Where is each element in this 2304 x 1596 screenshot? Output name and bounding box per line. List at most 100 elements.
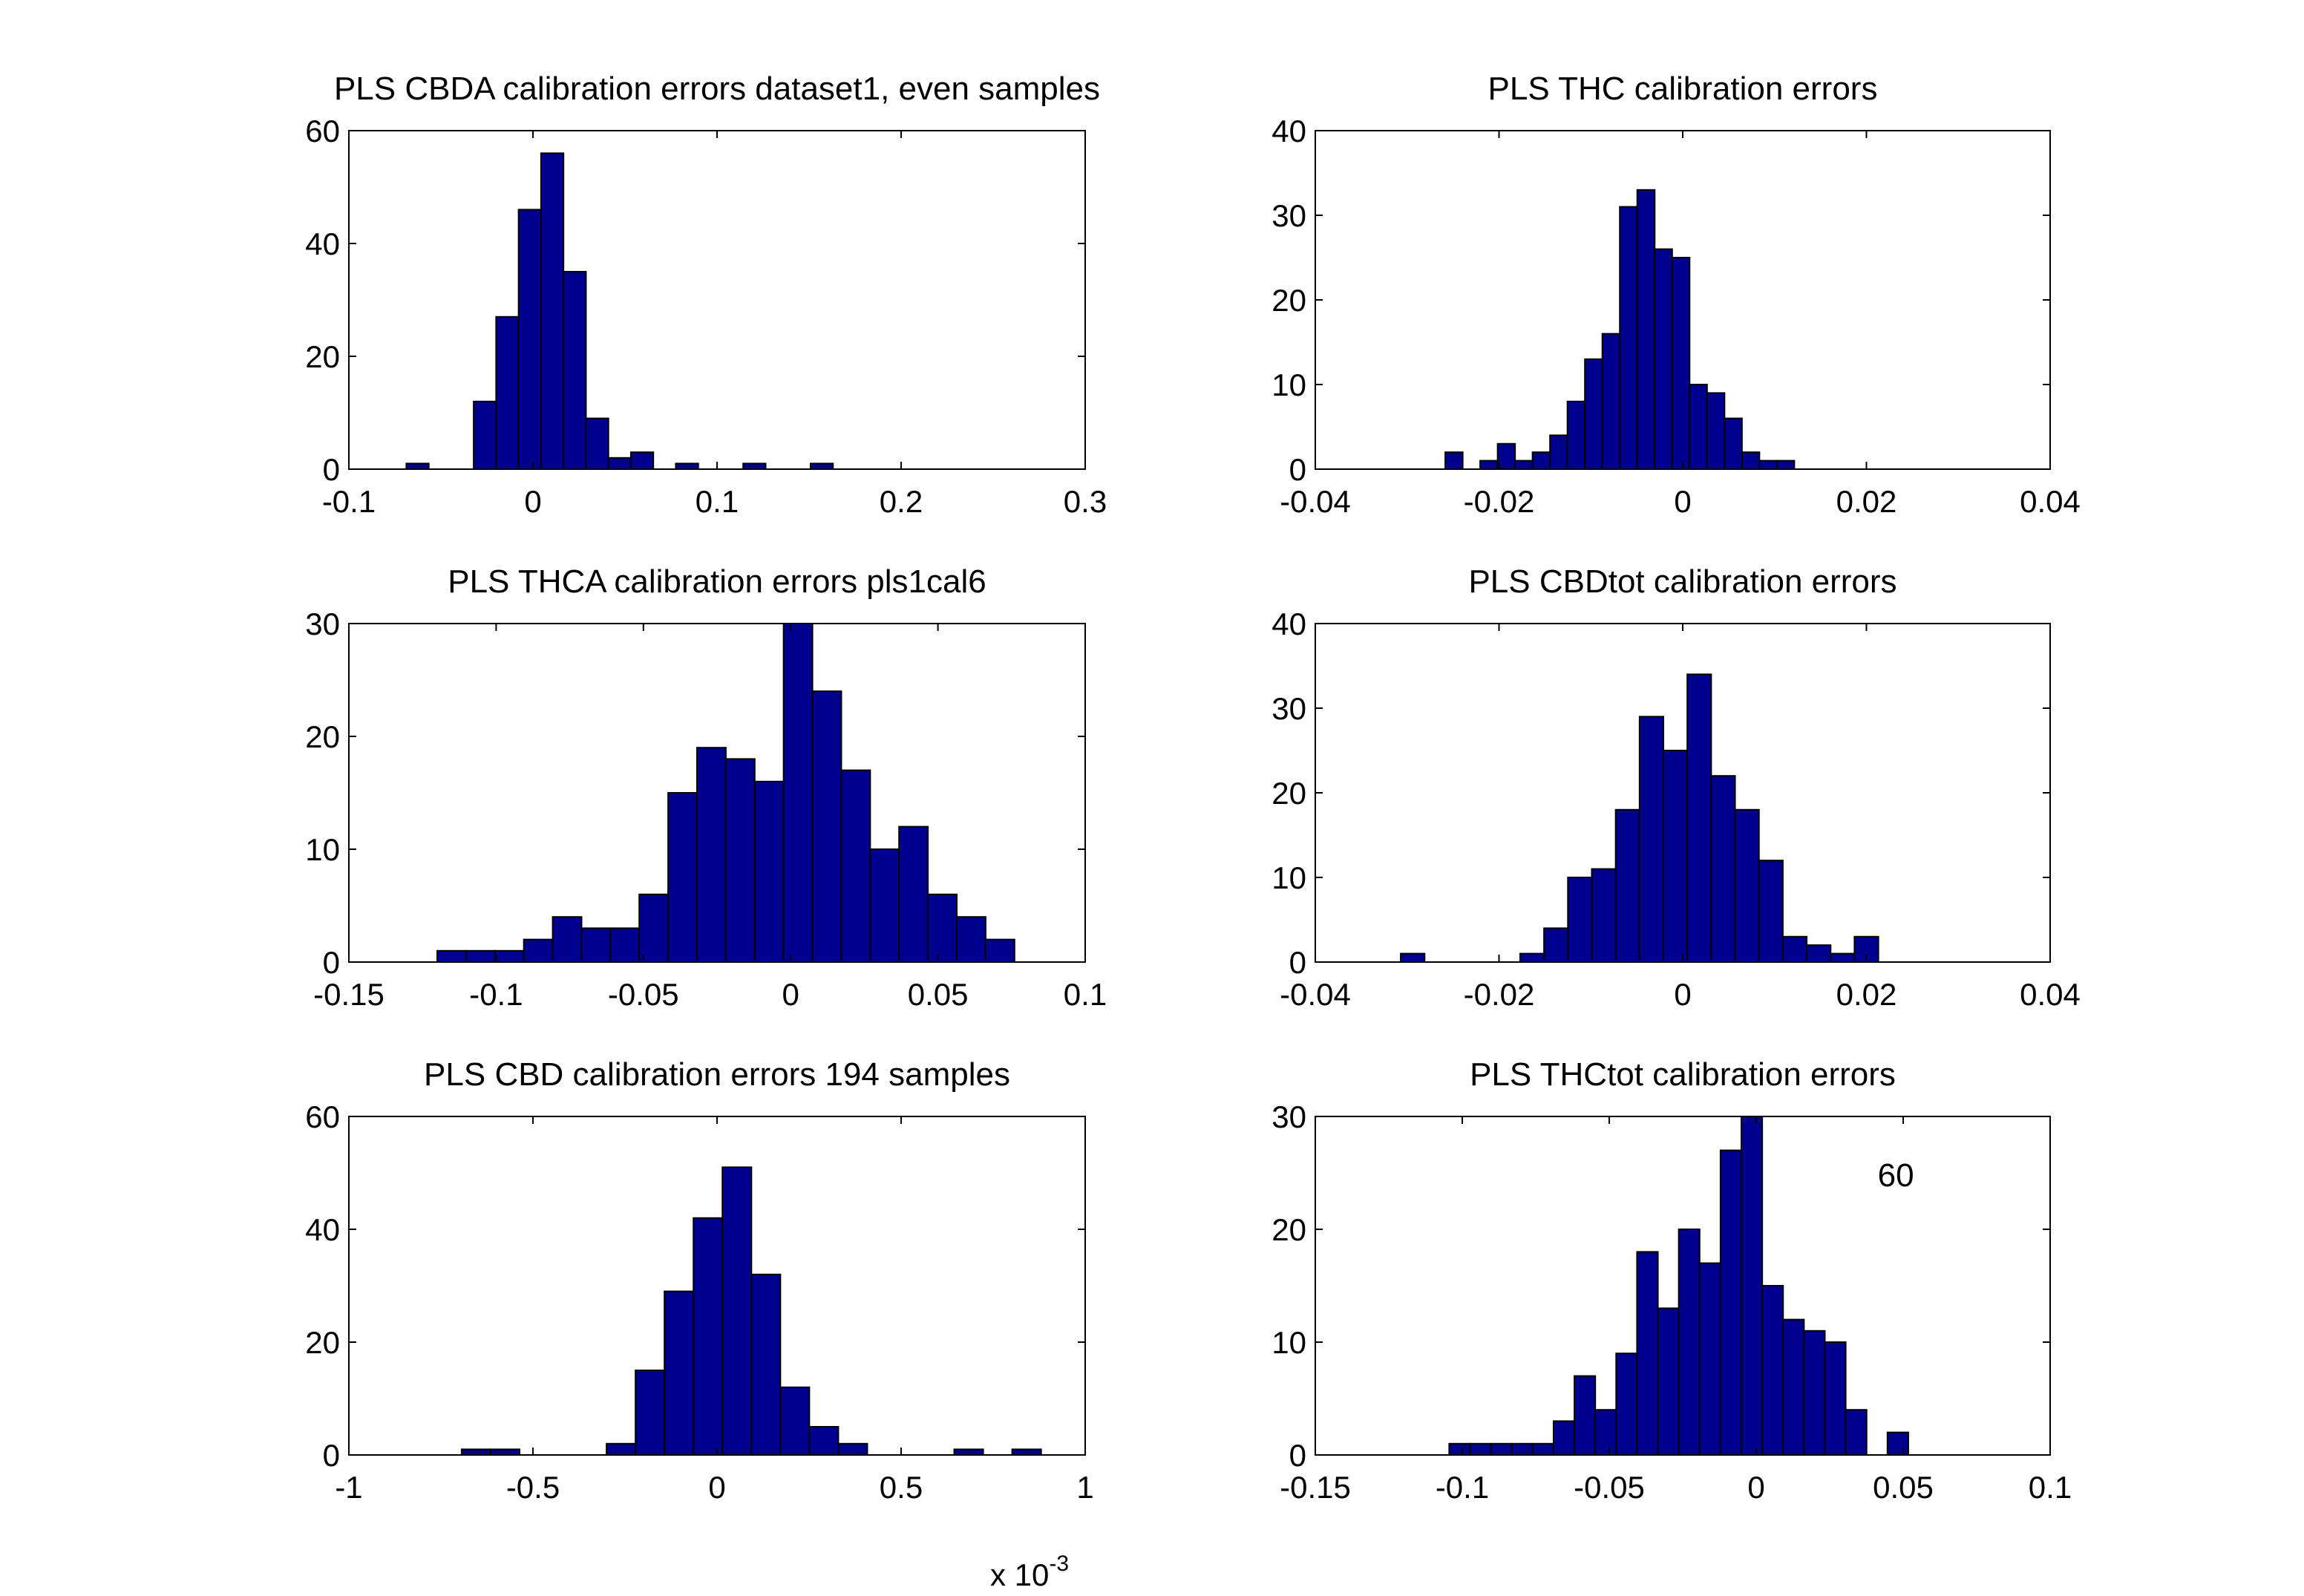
y-tick-label: 10 [1272, 860, 1306, 895]
chart-title: PLS THCtot calibration errors [1470, 1056, 1896, 1093]
histogram-panel: -0.15 -0.1 -0.05 0 0.05 0.1 0 10 20 30 PLS THCtot … [1272, 1056, 2072, 1505]
histogram-bar [638, 893, 670, 962]
y-tick-label: 0 [323, 1438, 340, 1473]
histogram-bar [1698, 1262, 1721, 1455]
histogram-bar [489, 1448, 521, 1455]
histogram-bar [1830, 952, 1856, 962]
x-tick-label: 0 [524, 484, 541, 519]
y-tick-label: 10 [305, 832, 340, 867]
histogram-bar [1689, 384, 1708, 469]
y-tick-label: 0 [1289, 945, 1306, 980]
x-tick-label: -1 [335, 1470, 362, 1505]
histogram-bar [721, 1166, 753, 1455]
x-tick-label: 0.5 [880, 1470, 923, 1505]
histogram-bar [1584, 358, 1603, 469]
histogram-bar [667, 792, 698, 962]
y-tick-label: 20 [1272, 1212, 1306, 1247]
y-tick-label: 40 [305, 226, 340, 261]
histogram-bar [750, 1273, 782, 1455]
histogram-bar [1531, 1442, 1554, 1455]
x-tick-label: 0 [1747, 1470, 1764, 1505]
x-tick-label: 0.3 [1064, 484, 1107, 519]
x-tick-label: -0.02 [1464, 977, 1535, 1012]
histogram-bar [984, 938, 1015, 962]
x-tick-label: -0.04 [1280, 484, 1351, 519]
histogram-bar [1601, 333, 1621, 469]
x-tick-label: -0.1 [1436, 1470, 1489, 1505]
histogram-bars [460, 1166, 1042, 1455]
x-tick-label: 1 [1076, 1470, 1093, 1505]
histogram-bar [1519, 952, 1545, 962]
histogram-bar [1614, 808, 1640, 962]
x-axis-multiplier-base: x 10 [990, 1557, 1049, 1592]
histogram-panel: -1 -0.5 0 0.5 1 0 20 40 60 PLS CBD calibration er… [305, 1056, 1093, 1592]
y-tick-label: 60 [305, 114, 340, 148]
histogram-bar [1549, 434, 1568, 469]
y-tick-label: 30 [1272, 198, 1306, 233]
histogram-bar [1469, 1442, 1492, 1455]
histogram-bar [609, 927, 641, 962]
histogram-bar [1654, 248, 1673, 469]
histogram-bar [1636, 189, 1656, 469]
histogram-bar [1490, 1442, 1513, 1455]
y-tick-label: 20 [1272, 776, 1306, 811]
chart-title: PLS CBD calibration errors 194 samples [424, 1056, 1010, 1093]
histogram-bar [1552, 1420, 1576, 1455]
histogram-bar [1886, 1431, 1909, 1455]
x-tick-label: 0.04 [2020, 977, 2081, 1012]
y-tick-label: 0 [323, 452, 340, 487]
y-tick-label: 30 [1272, 1099, 1306, 1134]
y-tick-label: 0 [1289, 1438, 1306, 1473]
x-tick-label: 0.05 [908, 977, 969, 1012]
histogram-bar [585, 417, 609, 469]
y-tick-label: 40 [305, 1212, 340, 1247]
histogram-bar [629, 451, 655, 469]
histogram-bar [1678, 1229, 1701, 1455]
y-tick-label: 20 [1272, 283, 1306, 318]
histogram-bar [1741, 451, 1761, 469]
histogram-bar [1758, 860, 1784, 962]
histogram-bar [753, 780, 785, 962]
x-tick-label: 0.02 [1836, 484, 1897, 519]
histogram-bar [473, 400, 497, 469]
x-axis-multiplier: x 10-3 [990, 1551, 1069, 1592]
histogram-bar [742, 462, 767, 469]
chart-title: PLS THC calibration errors [1488, 71, 1878, 107]
y-tick-label: 40 [1272, 114, 1306, 148]
histogram-bar [1719, 1149, 1743, 1455]
histogram-bar [664, 1290, 695, 1455]
histogram-bar [1591, 868, 1617, 962]
y-tick-label: 10 [1272, 367, 1306, 402]
y-tick-label: 20 [305, 1325, 340, 1360]
y-tick-label: 20 [305, 339, 340, 374]
histogram-bar [782, 624, 814, 962]
histogram-bar [1803, 1330, 1826, 1455]
histogram-bar [1724, 417, 1743, 469]
histogram-bar [606, 1442, 637, 1455]
x-tick-label: 0 [708, 1470, 725, 1505]
x-tick-label: 0.2 [880, 484, 923, 519]
histogram-bar [1619, 206, 1638, 469]
histogram-bar [1567, 877, 1593, 962]
histogram-bar [809, 462, 834, 469]
histogram-bar [607, 457, 632, 469]
histogram-bar [1448, 1442, 1471, 1455]
y-tick-label: 0 [323, 945, 340, 980]
histogram-bar [1511, 1442, 1534, 1455]
y-tick-label: 30 [1272, 691, 1306, 726]
histogram-bar [1761, 1285, 1784, 1455]
histogram-bar [1706, 392, 1726, 469]
histogram-bar [1806, 944, 1832, 962]
x-tick-label: 0.04 [2020, 484, 2081, 519]
histogram-bar [1782, 1318, 1805, 1455]
histogram-bar [1671, 257, 1691, 469]
histogram-panel: -0.04 -0.02 0 0.02 0.04 0 10 20 30 40 PLS CBDtot c… [1272, 563, 2081, 1012]
histogram-bar [1400, 952, 1426, 962]
chart-title: PLS CBDA calibration errors dataset1, ev… [334, 71, 1100, 107]
histogram-bar [724, 758, 756, 962]
y-tick-label: 20 [305, 719, 340, 754]
histogram-bar [1444, 451, 1464, 469]
